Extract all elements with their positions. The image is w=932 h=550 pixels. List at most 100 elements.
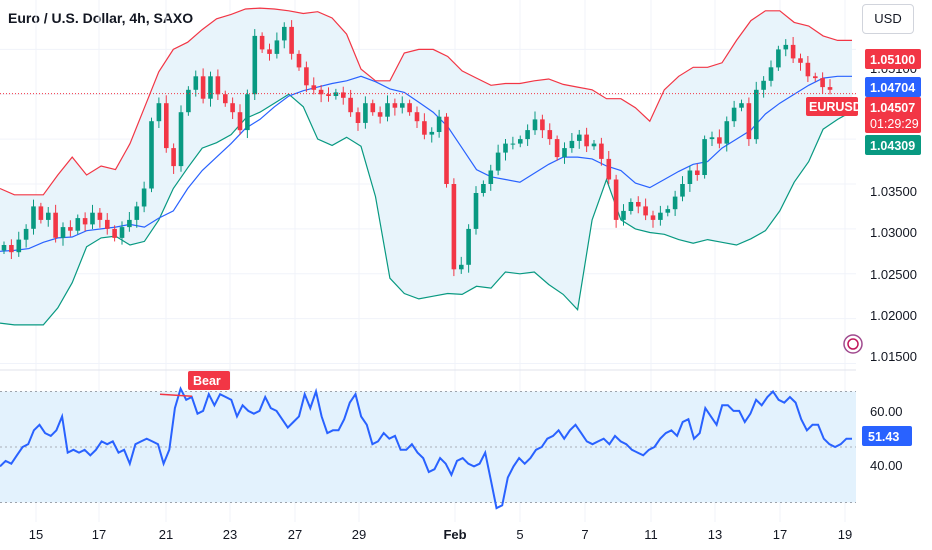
candle-body — [274, 40, 280, 54]
time-tick: 19 — [838, 527, 852, 542]
rsi-axis: 60.00 40.00 51.43 — [862, 404, 912, 473]
candle-body — [407, 103, 412, 113]
candle-body — [252, 35, 258, 95]
time-tick: 23 — [223, 527, 237, 542]
candle-body — [23, 228, 29, 240]
candle-body — [599, 143, 604, 159]
candle-body — [687, 170, 693, 184]
candle-body — [790, 44, 796, 59]
candle-body — [820, 78, 825, 88]
candle-body — [680, 184, 685, 197]
candle-body — [658, 212, 663, 220]
candle-body — [1, 245, 7, 251]
candle-body — [761, 80, 766, 90]
candle-body — [429, 131, 435, 135]
candle-body — [481, 184, 486, 193]
time-tick: 29 — [352, 527, 366, 542]
candle-body — [459, 264, 464, 270]
candle-body — [97, 212, 103, 220]
tradingview-logo-icon[interactable] — [843, 334, 863, 354]
candle-body — [363, 103, 368, 123]
lower-band-line — [0, 93, 853, 326]
candle-body — [348, 97, 353, 113]
candle-body — [38, 206, 44, 220]
candle-body — [282, 26, 287, 41]
candle-body — [547, 130, 553, 140]
candle-body — [414, 112, 420, 122]
candle-body — [193, 76, 199, 90]
price-tick: 1.03500 — [870, 184, 917, 199]
candle-body — [702, 139, 707, 175]
candle-body — [355, 112, 361, 123]
candle-body — [127, 219, 132, 228]
candle-body — [90, 212, 95, 225]
candle-body — [518, 139, 523, 144]
candles — [1, 20, 833, 277]
candle-body — [385, 103, 390, 117]
candle-body — [200, 76, 206, 99]
bollinger-bands — [0, 7, 853, 326]
time-tick: 17 — [92, 527, 106, 542]
time-tick: 7 — [581, 527, 588, 542]
candle-body — [798, 58, 803, 63]
rsi-value-tag-text: 51.43 — [868, 430, 899, 444]
candle-body — [709, 137, 715, 140]
candle-body — [805, 62, 811, 77]
bear-annotation: Bear — [159, 371, 230, 397]
axis-tags: 1.05100 1.04704 EURUSD 1.04507 01:29:29 … — [806, 49, 921, 155]
candle-body — [9, 245, 14, 253]
candle-body — [532, 119, 538, 131]
candle-body — [768, 67, 774, 81]
candle-body — [636, 202, 641, 207]
candle-body — [149, 121, 154, 189]
currency-button[interactable]: USD — [862, 4, 914, 34]
candle-body — [754, 89, 759, 140]
candle-body — [422, 121, 427, 135]
candle-body — [141, 188, 147, 207]
candle-body — [267, 49, 272, 54]
bear-label-text: Bear — [193, 374, 221, 388]
candle-body — [621, 210, 626, 220]
candle-body — [569, 140, 575, 149]
candle-body — [591, 143, 597, 147]
candle-body — [370, 103, 376, 113]
candle-body — [237, 112, 243, 131]
candle-body — [31, 206, 36, 229]
basis-tag — [865, 77, 921, 97]
candle-body — [46, 212, 51, 220]
candle-body — [444, 116, 449, 184]
candle-body — [724, 121, 730, 144]
upper-band-line — [0, 7, 852, 196]
symbol-tag-text: EURUSD — [809, 100, 862, 114]
price-tick: 1.01500 — [870, 349, 917, 364]
candle-body — [82, 218, 88, 225]
chart-title: Euro / U.S. Dollar, 4h, SAXO — [8, 10, 194, 26]
candle-body — [613, 179, 619, 220]
rsi-pane: Bear — [0, 371, 856, 510]
candle-body — [208, 76, 213, 99]
candle-body — [554, 139, 560, 158]
candle-body — [739, 103, 744, 108]
time-tick: 11 — [644, 527, 658, 542]
candle-body — [68, 227, 73, 231]
candle-body — [503, 143, 508, 153]
candle-body — [776, 49, 781, 68]
candle-body — [156, 103, 162, 122]
lower-band-tag — [865, 135, 921, 155]
candle-body — [105, 219, 110, 229]
price-tag-text: 1.04507 — [870, 101, 915, 115]
candle-body — [488, 170, 494, 184]
candle-body — [510, 143, 516, 145]
candle-body — [451, 184, 457, 270]
lower-band-tag-text: 1.04309 — [870, 139, 915, 153]
candle-body — [112, 228, 117, 238]
time-tick: 13 — [708, 527, 722, 542]
candle-body — [606, 158, 612, 180]
candle-body — [731, 107, 737, 122]
rsi-value-tag — [862, 426, 912, 446]
candle-body — [746, 103, 752, 140]
candle-body — [577, 134, 582, 141]
candle-body — [562, 148, 567, 158]
candle-body — [178, 112, 184, 167]
